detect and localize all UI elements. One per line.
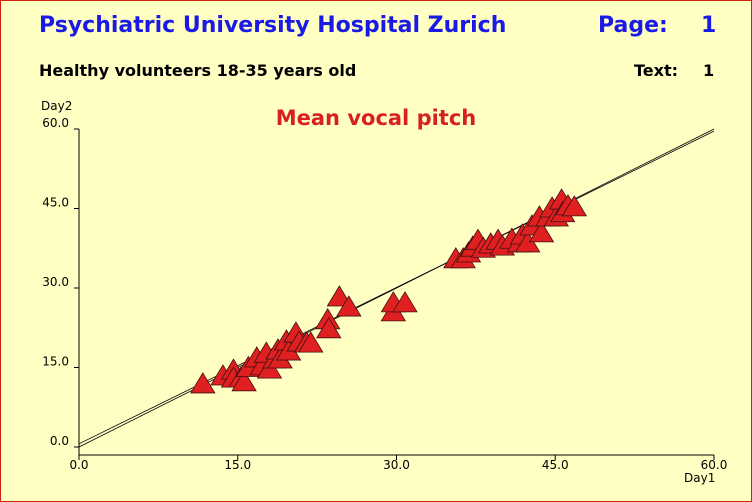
reference-line [78,130,715,445]
text-number: 1 [703,61,715,80]
text-label: Text: [634,61,679,80]
reference-line [78,128,715,448]
point [298,331,324,353]
y-tick-label: 30.0 [42,275,69,289]
chart-title: Mean vocal pitch [276,106,476,130]
y-tick-label: 45.0 [42,196,69,210]
x-tick-label: 30.0 [383,458,410,472]
x-axis-label: Day1 [684,471,715,485]
y-tick-label: 60.0 [42,116,69,130]
y-tick-label: 0.0 [50,434,69,448]
x-tick-label: 45.0 [542,458,569,472]
point [528,221,555,243]
hospital-title: Psychiatric University Hospital Zurich [39,13,507,38]
point [561,195,588,217]
x-tick-label: 15.0 [224,458,251,472]
point [316,317,342,339]
point [392,291,418,313]
x-tick-label: 60.0 [701,458,728,472]
page-label: Page: [598,13,668,38]
point [231,370,257,392]
y-axis-label: Day2 [41,99,72,113]
point [336,295,362,317]
page-number: 1 [701,13,717,38]
point [190,372,216,394]
y-tick-label: 15.0 [42,355,69,369]
subtitle: Healthy volunteers 18-35 years old [39,61,357,80]
point [326,285,353,307]
x-tick-label: 0.0 [69,458,88,472]
